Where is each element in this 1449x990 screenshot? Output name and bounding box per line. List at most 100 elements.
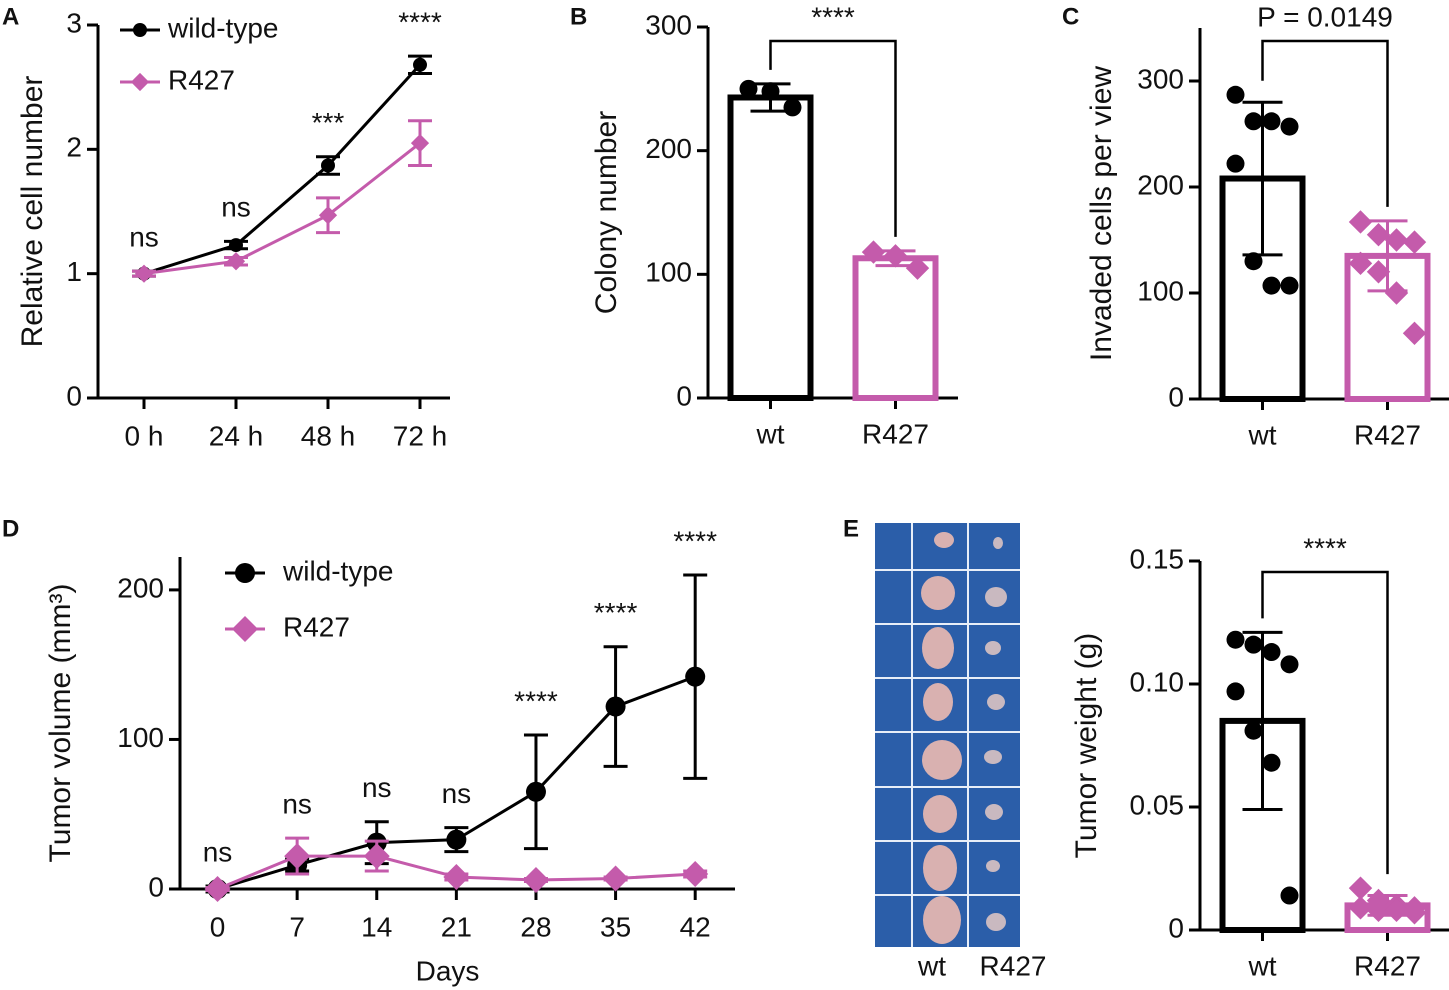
data-point	[1366, 260, 1391, 284]
data-point	[1384, 228, 1409, 252]
significance-label: ns	[129, 222, 159, 253]
data-point	[410, 134, 430, 153]
y-tick-label: 0.10	[1130, 666, 1185, 697]
data-point	[229, 238, 243, 253]
x-tick-label: R427	[1354, 950, 1421, 981]
data-point	[1244, 252, 1263, 271]
x-axis-label: Days	[416, 955, 480, 986]
x-tick-label: 7	[289, 911, 305, 942]
x-tick-label: wt	[756, 418, 785, 449]
data-point	[522, 867, 549, 894]
legend-marker	[133, 23, 147, 37]
y-axis-label: Tumor volume (mm³)	[44, 584, 77, 863]
error-bar	[1242, 630, 1283, 811]
significance-label: ****	[514, 685, 558, 716]
panel-label: D	[2, 515, 19, 542]
x-tick-label: 24 h	[209, 420, 264, 451]
legend-marker	[232, 616, 258, 642]
y-tick-label: 100	[117, 722, 164, 753]
y-tick-label: 0.05	[1130, 789, 1185, 820]
significance-label: ****	[594, 597, 638, 628]
data-point	[1244, 112, 1263, 131]
data-point	[682, 861, 709, 888]
significance-label: P = 0.0149	[1257, 1, 1393, 32]
series-line	[143, 63, 422, 276]
significance-label: ns	[221, 192, 251, 223]
data-point	[1402, 230, 1427, 254]
legend-label: wild-type	[167, 12, 278, 43]
significance-label: ns	[282, 789, 312, 820]
legend-label: wild-type	[282, 555, 393, 586]
legend-label: R427	[168, 64, 235, 95]
legend-marker	[130, 72, 150, 92]
y-axis-label: Relative cell number	[16, 76, 49, 348]
x-tick-label: wt	[1248, 419, 1277, 450]
significance-label: ****	[398, 6, 442, 37]
data-point	[1348, 251, 1373, 276]
x-tick-label: wt	[1248, 950, 1277, 981]
y-tick-label: 300	[1137, 63, 1184, 94]
panel-label: A	[2, 3, 19, 30]
data-point	[1348, 876, 1373, 900]
data-point	[1244, 635, 1263, 654]
legend-marker	[235, 563, 255, 583]
data-point	[1226, 630, 1245, 649]
data-point	[883, 244, 908, 268]
image-label: wt	[917, 950, 946, 981]
tumor-photo	[875, 523, 1020, 947]
data-point	[1366, 223, 1391, 247]
y-tick-label: 3	[66, 7, 82, 38]
y-tick-label: 200	[117, 572, 164, 603]
data-point	[761, 82, 780, 101]
x-tick-label: 14	[361, 911, 392, 942]
significance-label: ****	[673, 525, 717, 556]
x-tick-label: R427	[862, 418, 929, 449]
x-tick-label: 28	[520, 911, 551, 942]
y-tick-label: 2	[66, 132, 82, 163]
y-tick-label: 300	[645, 9, 692, 40]
data-point	[1226, 682, 1245, 701]
panel-label: C	[1062, 3, 1079, 30]
data-point	[1244, 721, 1263, 740]
data-point	[783, 98, 802, 117]
data-point	[1384, 898, 1409, 923]
y-tick-label: 0	[1168, 912, 1184, 943]
x-tick-label: R427	[1354, 419, 1421, 450]
significance-label: ns	[362, 772, 392, 803]
legend-label: R427	[283, 611, 350, 642]
panel-label: E	[843, 515, 859, 542]
significance-bracket	[769, 39, 897, 237]
significance-label: ****	[811, 1, 855, 32]
x-tick-label: 21	[441, 911, 472, 942]
x-tick-label: 48 h	[301, 420, 356, 451]
panel-label: B	[570, 3, 587, 30]
data-point	[1366, 898, 1391, 923]
x-tick-label: 35	[600, 911, 631, 942]
significance-bracket	[1261, 39, 1389, 207]
series-line	[143, 141, 421, 276]
y-tick-label: 200	[1137, 169, 1184, 200]
data-point	[321, 158, 335, 173]
data-point	[905, 256, 930, 280]
bar	[727, 94, 814, 402]
y-tick-label: 100	[645, 257, 692, 288]
data-point	[602, 865, 629, 892]
data-point	[685, 666, 706, 687]
x-tick-label: 0 h	[125, 420, 164, 451]
y-tick-label: 1	[66, 256, 82, 287]
data-point	[525, 781, 546, 802]
data-point	[446, 829, 467, 850]
data-point	[1280, 276, 1299, 295]
data-point	[318, 206, 338, 225]
significance-label: ****	[1303, 532, 1347, 563]
data-point	[1402, 321, 1427, 345]
data-point	[443, 864, 470, 891]
y-axis-label: Tumor weight (g)	[1070, 633, 1103, 859]
data-point	[1262, 112, 1281, 131]
y-tick-label: 0	[66, 380, 82, 411]
significance-bracket	[1261, 570, 1389, 875]
data-point	[1262, 276, 1281, 295]
data-point	[204, 876, 231, 902]
data-point	[413, 57, 427, 72]
